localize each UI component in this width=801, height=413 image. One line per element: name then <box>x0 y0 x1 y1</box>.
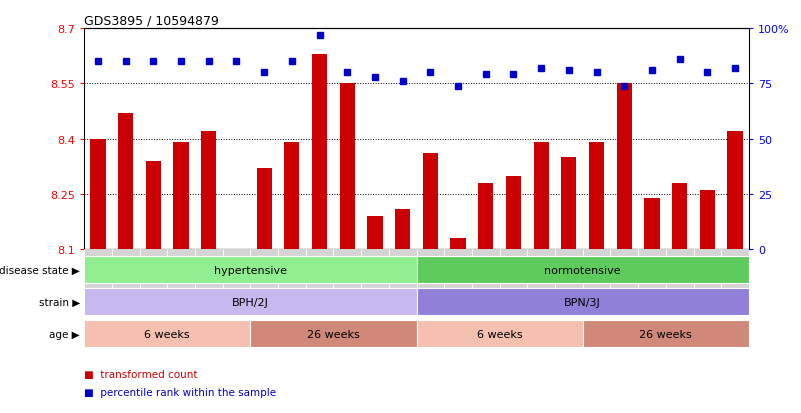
Bar <box>250 250 278 289</box>
Bar <box>417 250 445 289</box>
Bar <box>312 55 327 250</box>
Bar <box>417 320 583 347</box>
Bar <box>340 84 355 250</box>
Bar <box>167 250 195 289</box>
Bar <box>112 250 139 289</box>
Bar <box>417 289 749 315</box>
Bar <box>423 154 438 250</box>
Bar <box>589 143 604 250</box>
Bar <box>583 320 749 347</box>
Text: 6 weeks: 6 weeks <box>477 329 522 339</box>
Bar <box>666 250 694 289</box>
Bar <box>84 257 417 283</box>
Text: 6 weeks: 6 weeks <box>144 329 190 339</box>
Bar <box>84 250 112 289</box>
Bar <box>555 250 582 289</box>
Bar <box>694 250 721 289</box>
Bar <box>472 250 500 289</box>
Text: disease state ▶: disease state ▶ <box>0 265 80 275</box>
Bar <box>256 169 272 250</box>
Bar <box>445 250 472 289</box>
Bar <box>361 250 388 289</box>
Text: 26 weeks: 26 weeks <box>307 329 360 339</box>
Bar <box>146 161 161 250</box>
Bar <box>306 250 333 289</box>
Bar <box>174 143 189 250</box>
Text: ■  transformed count: ■ transformed count <box>84 369 198 379</box>
Bar <box>223 250 250 289</box>
Text: BPH/2J: BPH/2J <box>231 297 269 307</box>
Bar <box>284 143 300 250</box>
Text: GDS3895 / 10594879: GDS3895 / 10594879 <box>84 15 219 28</box>
Bar <box>506 176 521 250</box>
Bar <box>644 198 659 250</box>
Bar <box>617 84 632 250</box>
Bar <box>201 132 216 250</box>
Bar <box>610 250 638 289</box>
Text: normotensive: normotensive <box>545 265 621 275</box>
Text: 26 weeks: 26 weeks <box>639 329 692 339</box>
Text: ■  percentile rank within the sample: ■ percentile rank within the sample <box>84 387 276 397</box>
Bar <box>84 289 417 315</box>
Bar <box>727 132 743 250</box>
Bar <box>333 250 361 289</box>
Text: BPN/3J: BPN/3J <box>565 297 601 307</box>
Bar <box>500 250 527 289</box>
Text: age ▶: age ▶ <box>50 329 80 339</box>
Bar <box>395 209 410 250</box>
Bar <box>388 250 417 289</box>
Bar <box>139 250 167 289</box>
Bar <box>118 114 133 250</box>
Bar <box>562 158 577 250</box>
Bar <box>91 139 106 250</box>
Bar <box>582 250 610 289</box>
Bar <box>672 184 687 250</box>
Bar <box>700 191 715 250</box>
Bar <box>721 250 749 289</box>
Bar <box>368 217 383 250</box>
Bar <box>527 250 555 289</box>
Text: strain ▶: strain ▶ <box>39 297 80 307</box>
Bar <box>417 257 749 283</box>
Bar <box>478 184 493 250</box>
Bar <box>533 143 549 250</box>
Bar <box>250 320 417 347</box>
Text: hypertensive: hypertensive <box>214 265 287 275</box>
Bar <box>450 239 465 250</box>
Bar <box>84 320 250 347</box>
Bar <box>195 250 223 289</box>
Bar <box>278 250 306 289</box>
Bar <box>638 250 666 289</box>
